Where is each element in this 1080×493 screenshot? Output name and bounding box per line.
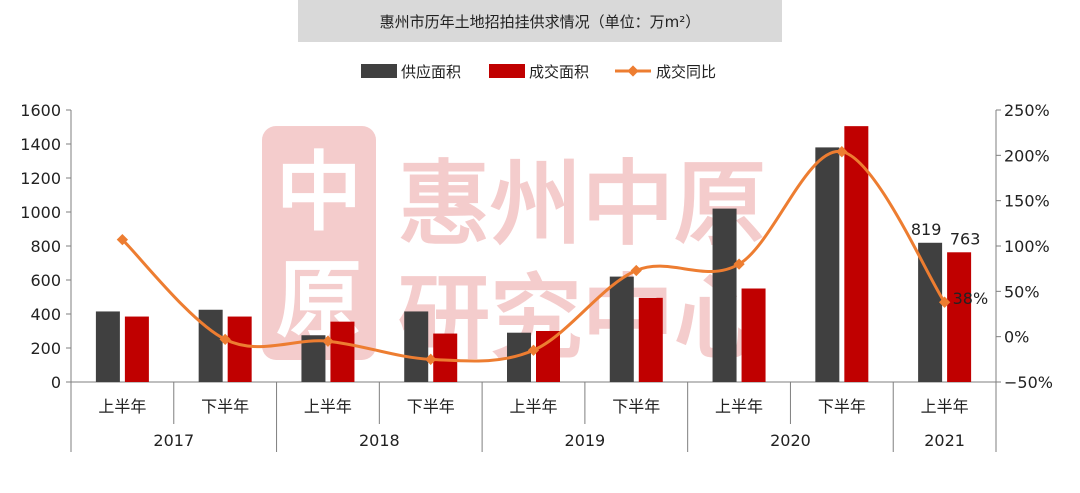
bar-deal: [741, 288, 766, 382]
title-bar: [298, 0, 782, 42]
x-group-label: 2017: [153, 431, 194, 450]
y-right-tick-label: 100%: [1004, 237, 1050, 256]
yoy-point: [322, 335, 334, 347]
watermark-seal: [262, 126, 376, 360]
y-left-tick-label: 800: [30, 237, 61, 256]
data-label: 763: [950, 229, 981, 248]
data-label: 819: [911, 220, 942, 239]
x-group-label: 2020: [770, 431, 811, 450]
x-tick-label: 上半年: [921, 397, 969, 416]
x-tick-label: 上半年: [304, 397, 352, 416]
x-tick-label: 上半年: [715, 397, 763, 416]
x-group-label: 2018: [359, 431, 400, 450]
legend-swatch-supply: [361, 64, 397, 78]
y-left-tick-label: 1000: [20, 203, 61, 222]
y-right-tick-label: 250%: [1004, 101, 1050, 120]
y-left-tick-label: 1400: [20, 135, 61, 154]
y-left-tick-label: 0: [51, 373, 61, 392]
yoy-point: [425, 353, 437, 365]
x-tick-label: 下半年: [407, 397, 455, 416]
data-label: 38%: [953, 289, 989, 308]
bar-supply: [95, 311, 120, 382]
bar-supply: [404, 311, 429, 382]
bar-deal: [330, 321, 355, 382]
y-left-tick-label: 400: [30, 305, 61, 324]
y-right-tick-label: 50%: [1004, 282, 1040, 301]
bar-supply: [918, 242, 943, 382]
watermark-seal-char-top: 中: [276, 143, 362, 243]
x-tick-label: 上半年: [98, 397, 146, 416]
bar-deal: [124, 316, 149, 382]
bar-deal: [227, 316, 252, 382]
yoy-point: [527, 344, 540, 356]
yoy-point: [733, 258, 745, 270]
y-right-tick-label: −50%: [1004, 373, 1053, 392]
bars: [95, 126, 972, 383]
y-left-tick-label: 1200: [20, 169, 61, 188]
x-tick-label: 下半年: [201, 397, 249, 416]
yoy-point: [938, 296, 951, 308]
yoy-line: [116, 146, 951, 365]
x-tick-label: 上半年: [509, 397, 557, 416]
chart-title: 惠州市历年土地招拍挂供求情况（单位：万m²）: [380, 13, 701, 31]
data-labels: 819 763 38%: [911, 220, 988, 308]
bar-supply: [609, 276, 634, 382]
yoy-point: [836, 146, 848, 158]
yoy-line-path: [121, 150, 946, 363]
bar-supply: [712, 208, 737, 382]
bar-supply: [198, 309, 223, 382]
x-tick-label: 下半年: [818, 397, 866, 416]
legend-label-supply: 供应面积: [401, 63, 461, 81]
legend-label-yoy: 成交同比: [656, 63, 716, 81]
x-group-label: 2019: [565, 431, 606, 450]
legend-marker-yoy: [627, 65, 639, 77]
y-left-tick-label: 200: [30, 339, 61, 358]
watermark-line2: 研究中心: [398, 265, 766, 372]
bar-deal: [947, 252, 972, 382]
legend-label-deal: 成交面积: [529, 63, 589, 81]
y-left-tick-label: 1600: [20, 101, 61, 120]
y-right-tick-label: 200%: [1004, 146, 1050, 165]
bar-supply: [815, 147, 840, 382]
y-right-tick-label: 150%: [1004, 192, 1050, 211]
watermark: 中 原 惠州中原 研究中心: [262, 126, 766, 372]
legend: 供应面积 成交面积 成交同比: [361, 63, 716, 81]
bar-deal: [844, 126, 869, 383]
x-group-label: 2021: [924, 431, 965, 450]
watermark-line1: 惠州中原: [398, 151, 766, 258]
y-left-tick-label: 600: [30, 271, 61, 290]
axes: 0 200 400 600 800 1000 1200 1400 1600 −50% 0% 50% 10…: [20, 101, 1053, 452]
yoy-point: [630, 264, 642, 277]
y-right-tick-label: 0%: [1004, 328, 1029, 347]
x-tick-label: 下半年: [612, 397, 660, 416]
legend-swatch-deal: [489, 64, 525, 78]
yoy-point: [219, 333, 231, 346]
bar-deal: [638, 297, 663, 382]
bar-deal: [536, 331, 560, 382]
bar-deal: [433, 333, 458, 382]
